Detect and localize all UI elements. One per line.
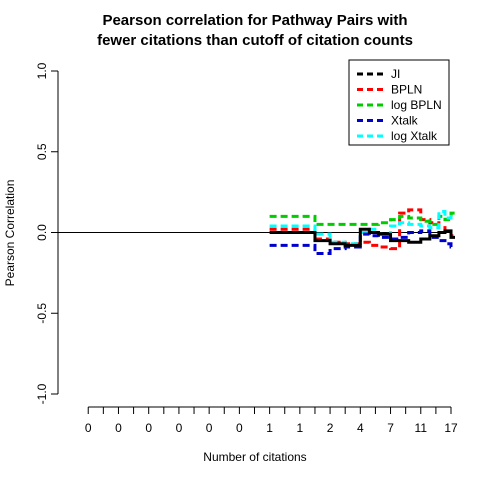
legend-label-log-bpln: log BPLN [391,98,442,112]
series-line-ji [269,227,455,247]
y-axis: -1.0 -0.5 0.0 0.5 1.0 [35,62,59,404]
series-line-xtalk [269,229,455,255]
y-tick-label: -1.0 [35,383,49,404]
x-tick-label: 0 [236,421,243,435]
x-tick-label: 11 [415,421,428,435]
x-tick-label: 1 [297,421,304,435]
chart-title-line-1: Pearson correlation for Pathway Pairs wi… [102,12,407,29]
x-tick-label: 0 [85,421,92,435]
x-tick-label: 1 [266,421,273,435]
y-axis-label: Pearson Correlation [3,180,17,287]
series-line-log-xtalk [269,210,455,246]
x-axis: 0 0 0 0 0 0 1 1 2 4 7 11 17 [85,406,458,435]
x-axis-label: Number of citations [203,450,306,464]
series-layer [269,208,455,255]
x-tick-label: 4 [357,421,364,435]
y-tick-label: 0.5 [35,143,49,160]
x-tick-label: 0 [206,421,213,435]
y-tick-label: 1.0 [35,62,49,79]
y-tick-label: 0.0 [35,224,49,241]
legend-label-ji: JI [391,67,400,81]
chart-title-line-2: fewer citations than cutoff of citation … [97,32,413,49]
x-tick-label: 0 [115,421,122,435]
x-tick-label: 7 [387,421,394,435]
x-tick-label: 0 [145,421,152,435]
series-line-log-bpln [269,211,455,226]
legend-label-xtalk: Xtalk [391,114,419,128]
legend-label-bpln: BPLN [391,83,422,97]
legend-box [348,59,450,146]
legend-label-log-xtalk: log Xtalk [391,129,438,143]
y-tick-label: -0.5 [35,303,49,324]
x-tick-label: 2 [327,421,334,435]
x-tick-label: 0 [176,421,183,435]
x-tick-label: 17 [444,421,458,435]
